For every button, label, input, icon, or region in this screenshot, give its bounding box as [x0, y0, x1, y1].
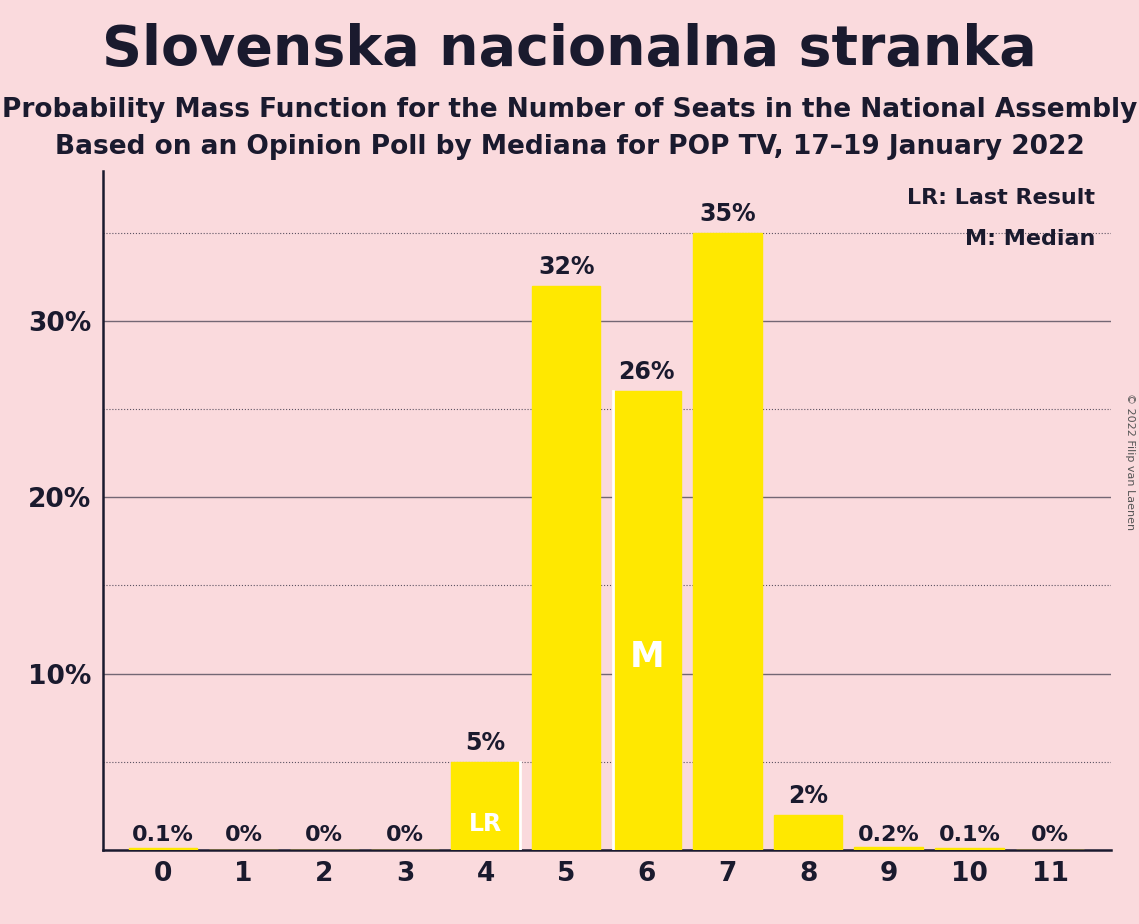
Bar: [129, 848, 197, 850]
Text: 0.1%: 0.1%: [939, 825, 1000, 845]
Text: 0%: 0%: [224, 825, 263, 845]
Text: 0%: 0%: [386, 825, 424, 845]
Bar: [694, 233, 762, 850]
Bar: [613, 392, 681, 850]
Text: M: Median: M: Median: [965, 228, 1096, 249]
Text: Probability Mass Function for the Number of Seats in the National Assembly: Probability Mass Function for the Number…: [2, 97, 1137, 123]
Text: Based on an Opinion Poll by Mediana for POP TV, 17–19 January 2022: Based on an Opinion Poll by Mediana for …: [55, 134, 1084, 160]
Text: 32%: 32%: [538, 254, 595, 278]
Text: 2%: 2%: [788, 784, 828, 808]
Bar: [935, 848, 1003, 850]
Text: 0.2%: 0.2%: [858, 825, 919, 845]
Bar: [451, 762, 519, 850]
Text: 5%: 5%: [466, 731, 506, 755]
Text: M: M: [630, 640, 664, 675]
Text: Slovenska nacionalna stranka: Slovenska nacionalna stranka: [103, 23, 1036, 77]
Text: LR: Last Result: LR: Last Result: [908, 188, 1096, 208]
Text: © 2022 Filip van Laenen: © 2022 Filip van Laenen: [1125, 394, 1134, 530]
Bar: [854, 846, 923, 850]
Bar: [773, 815, 843, 850]
Text: 0%: 0%: [1031, 825, 1070, 845]
Text: 26%: 26%: [618, 360, 675, 384]
Text: 0%: 0%: [305, 825, 343, 845]
Text: LR: LR: [469, 811, 502, 835]
Text: 35%: 35%: [699, 201, 756, 225]
Bar: [532, 286, 600, 850]
Text: 0.1%: 0.1%: [132, 825, 194, 845]
